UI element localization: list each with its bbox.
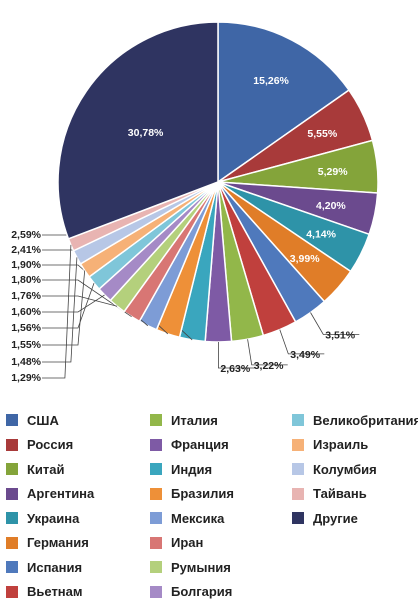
legend-item-болгария: Болгария [150, 584, 232, 600]
legend-swatch [6, 536, 18, 549]
data-label-иран: 1,80% [11, 274, 41, 286]
legend-item-великобритания: Великобритания [292, 412, 418, 428]
legend-label: Бразилия [171, 486, 234, 501]
legend-label: США [27, 412, 59, 428]
legend-label: Болгария [171, 584, 233, 599]
legend-swatch [6, 561, 18, 573]
leader-line [42, 270, 86, 346]
data-label-индия: 2,59% [11, 229, 41, 241]
data-label-тайвань: 1,29% [11, 372, 41, 384]
legend-label: Иран [171, 535, 204, 550]
legend-swatch [150, 487, 162, 500]
legend-swatch [150, 512, 162, 524]
data-label-другие: 30,78% [128, 127, 164, 139]
legend-label: Израиль [313, 437, 369, 452]
data-label-великобритания: 1,56% [11, 322, 41, 334]
legend-item-израиль: Израиль [292, 437, 368, 453]
legend-label: Китай [27, 461, 65, 477]
legend-item-мексика: Мексика [150, 510, 224, 526]
legend-swatch [150, 536, 162, 549]
legend-item-бразилия: Бразилия [150, 486, 234, 502]
data-label-мексика: 1,90% [11, 259, 41, 271]
legend-swatch [292, 414, 304, 426]
legend-item-италия: Италия [150, 412, 218, 428]
leader-line [217, 342, 255, 369]
leader-line [42, 257, 78, 363]
legend-item-колумбия: Колумбия [292, 461, 377, 477]
legend-swatch [292, 463, 304, 475]
data-label-болгария: 1,60% [11, 306, 41, 318]
legend-label: Аргентина [27, 486, 95, 501]
legend-item-вьетнам: Вьетнам [6, 584, 83, 600]
legend-item-тайвань: Тайвань [292, 486, 367, 502]
leader-line [42, 279, 132, 318]
legend-label: Индия [171, 461, 213, 477]
legend-swatch [6, 414, 18, 426]
legend-swatch [6, 463, 18, 475]
legend-item-германия: Германия [6, 535, 89, 551]
legend-label: Великобритания [313, 412, 418, 428]
data-label-вьетнам: 3,49% [290, 349, 320, 361]
data-label-сша: 15,26% [253, 75, 289, 87]
data-label-россия: 5,55% [307, 128, 337, 140]
legend-swatch [150, 561, 162, 573]
legend-label: Вьетнам [27, 584, 83, 599]
legend-item-украина: Украина [6, 510, 79, 526]
data-label-аргентина: 4,20% [316, 200, 346, 212]
pie-chart: 15,26% 5,55% 5,29% 4,20% 4,14% 3,99% 3,51% 3,49… [11, 21, 379, 384]
legend-label: Италия [171, 412, 218, 428]
legend-item-сша: США [6, 412, 59, 428]
legend: США Россия Китай Аргентина Украина Германия Ис… [0, 412, 418, 600]
legend-label: Мексика [171, 510, 225, 526]
legend-item-индия: Индия [150, 461, 212, 477]
legend-item-россия: Россия [6, 437, 73, 453]
legend-item-иран: Иран [150, 535, 203, 551]
legend-label: Румыния [171, 559, 231, 575]
legend-swatch [6, 487, 18, 500]
legend-label: Франция [171, 437, 229, 452]
legend-item-испания: Испания [6, 559, 82, 575]
legend-item-франция: Франция [150, 437, 229, 453]
leader-line [42, 295, 118, 307]
legend-label: Другие [313, 510, 358, 526]
legend-label: Украина [27, 510, 80, 526]
legend-label: Колумбия [313, 461, 377, 477]
data-label-румыния: 1,76% [11, 290, 41, 302]
legend-swatch [292, 487, 304, 500]
data-label-италия: 3,22% [254, 360, 284, 372]
data-label-испания: 3,51% [325, 330, 355, 342]
data-label-колумбия: 1,48% [11, 356, 41, 368]
legend-label: Россия [27, 437, 74, 452]
legend-item-аргентина: Аргентина [6, 486, 94, 502]
legend-swatch [150, 463, 162, 475]
leader-line [42, 294, 105, 313]
leader-line [310, 312, 360, 335]
leader-line [42, 244, 72, 379]
legend-item-другие: Другие [292, 510, 358, 526]
leader-line [42, 282, 95, 329]
legend-label: Испания [27, 559, 83, 575]
legend-item-китай: Китай [6, 461, 65, 477]
legend-swatch [292, 512, 304, 524]
data-label-германия: 3,99% [290, 253, 320, 265]
data-label-франция: 2,63% [220, 363, 250, 375]
slice-сша [217, 21, 351, 184]
slice-другие [57, 21, 219, 240]
legend-swatch [292, 438, 304, 451]
legend-swatch [150, 585, 162, 598]
legend-item-румыния: Румыния [150, 559, 231, 575]
data-label-украина: 4,14% [306, 229, 336, 241]
leader-line [279, 329, 325, 355]
legend-swatch [150, 414, 162, 426]
legend-label: Германия [27, 535, 89, 550]
data-label-израиль: 1,55% [11, 339, 41, 351]
legend-swatch [6, 585, 18, 598]
legend-swatch [6, 512, 18, 524]
data-label-бразилия: 2,41% [11, 244, 41, 256]
legend-swatch [6, 438, 18, 451]
data-label-китай: 5,29% [318, 166, 348, 178]
legend-swatch [150, 438, 162, 451]
leader-line [247, 339, 288, 366]
legend-label: Тайвань [313, 486, 367, 501]
